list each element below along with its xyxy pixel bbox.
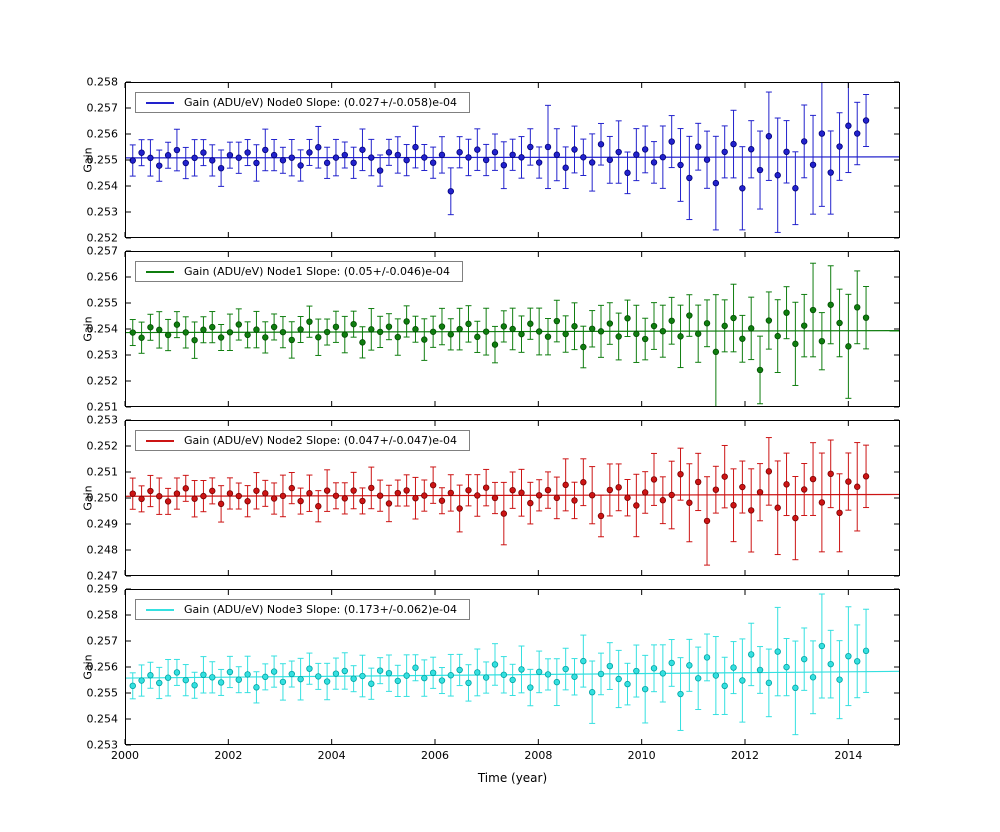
panel-node1: 0.251 0.252 0.253 0.254 0.255 0.256 0.257 Gain… bbox=[0, 245, 1000, 414]
error-bars bbox=[129, 437, 870, 566]
y-tick-label: 0.259 bbox=[87, 583, 119, 596]
legend-node2: Gain (ADU/eV) Node2 Slope: (0.047+/-0.04… bbox=[135, 430, 471, 451]
y-tick-label: 0.253 bbox=[87, 414, 119, 427]
panel-node0: 0.252 0.253 0.254 0.255 0.256 0.257 0.258 Gain… bbox=[0, 76, 1000, 245]
data-layer bbox=[125, 262, 900, 407]
y-tick-label: 0.254 bbox=[87, 323, 119, 336]
y-tick-label: 0.257 bbox=[87, 102, 119, 115]
axis-ticks bbox=[124, 250, 899, 408]
plot-area-node3: 0.253 0.254 0.255 0.256 0.257 0.258 0.259 bbox=[87, 583, 900, 752]
plot-area-node2: 0.247 0.248 0.249 0.250 0.251 0.252 0.253 bbox=[87, 414, 900, 583]
y-tick-label: 0.256 bbox=[87, 128, 119, 141]
data-points bbox=[129, 301, 870, 374]
data-layer bbox=[125, 82, 900, 233]
y-tick-label: 0.255 bbox=[87, 297, 119, 310]
legend-label-node2: Gain (ADU/eV) Node2 Slope: (0.047+/-0.04… bbox=[184, 434, 458, 447]
legend-label-node1: Gain (ADU/eV) Node1 Slope: (0.05+/-0.046… bbox=[184, 265, 451, 278]
legend-node3: Gain (ADU/eV) Node3 Slope: (0.173+/-0.06… bbox=[135, 599, 471, 620]
y-axis-label-node3: Gain bbox=[81, 654, 95, 680]
x-tick-label: 2000 bbox=[111, 749, 139, 762]
axes-border bbox=[125, 420, 900, 576]
y-tick-label: 0.248 bbox=[87, 544, 119, 557]
legend-label-node0: Gain (ADU/eV) Node0 Slope: (0.027+/-0.05… bbox=[184, 96, 458, 109]
y-tick-label: 0.255 bbox=[87, 687, 119, 700]
legend-line-sample-node0 bbox=[146, 101, 174, 104]
y-tick-label: 0.253 bbox=[87, 739, 119, 752]
y-tick-label: 0.257 bbox=[87, 635, 119, 648]
legend-line-sample-node3 bbox=[146, 608, 174, 611]
data-points bbox=[129, 468, 870, 525]
x-tick-label: 2008 bbox=[524, 749, 553, 762]
y-tick-label: 0.251 bbox=[87, 466, 119, 479]
panel-node3: 0.253 0.254 0.255 0.256 0.257 0.258 0.259 Gain… bbox=[0, 583, 1000, 752]
plot-area-node0: 0.252 0.253 0.254 0.255 0.256 0.257 0.258 bbox=[87, 76, 900, 245]
x-tick-label: 2002 bbox=[214, 749, 243, 762]
y-tick-label: 0.252 bbox=[87, 375, 119, 388]
x-tick-label: 2006 bbox=[421, 749, 449, 762]
data-points bbox=[129, 642, 870, 698]
plot-area-node1: 0.251 0.252 0.253 0.254 0.255 0.256 0.257 bbox=[87, 245, 900, 414]
x-axis-title: Time (year) bbox=[477, 771, 548, 785]
y-tick-label: 0.256 bbox=[87, 271, 119, 284]
y-tick-labels: 0.253 0.254 0.255 0.256 0.257 0.258 0.259 bbox=[87, 583, 119, 752]
y-tick-labels: 0.247 0.248 0.249 0.250 0.251 0.252 0.253 bbox=[87, 414, 119, 583]
y-axis-label-node0: Gain bbox=[81, 147, 95, 173]
panel-node2: 0.247 0.248 0.249 0.250 0.251 0.252 0.253 Gain… bbox=[0, 414, 1000, 583]
axis-ticks bbox=[124, 81, 899, 239]
error-bars bbox=[129, 82, 870, 233]
y-tick-label: 0.258 bbox=[87, 76, 119, 89]
y-tick-label: 0.249 bbox=[87, 518, 119, 531]
y-axis-label-node1: Gain bbox=[81, 316, 95, 342]
y-tick-label: 0.254 bbox=[87, 180, 119, 193]
legend-node0: Gain (ADU/eV) Node0 Slope: (0.027+/-0.05… bbox=[135, 92, 471, 113]
legend-line-sample-node1 bbox=[146, 270, 174, 273]
legend-node1: Gain (ADU/eV) Node1 Slope: (0.05+/-0.046… bbox=[135, 261, 464, 282]
data-layer bbox=[125, 437, 900, 566]
y-axis-label-node2: Gain bbox=[81, 485, 95, 511]
error-bars bbox=[129, 262, 870, 407]
x-tick-labels: 2000 2002 2004 2006 2008 2010 2012 2014 bbox=[0, 749, 1000, 765]
axes-border bbox=[125, 251, 900, 407]
y-tick-label: 0.250 bbox=[87, 492, 119, 505]
y-tick-label: 0.247 bbox=[87, 570, 119, 583]
data-points bbox=[129, 117, 870, 195]
y-tick-labels: 0.251 0.252 0.253 0.254 0.255 0.256 0.257 bbox=[87, 245, 119, 414]
x-tick-label: 2010 bbox=[627, 749, 656, 762]
x-tick-label: 2004 bbox=[317, 749, 346, 762]
y-tick-label: 0.258 bbox=[87, 609, 119, 622]
axes-border bbox=[125, 82, 900, 238]
axis-ticks bbox=[124, 588, 899, 746]
x-tick-label: 2012 bbox=[731, 749, 759, 762]
y-tick-label: 0.253 bbox=[87, 349, 119, 362]
y-tick-label: 0.253 bbox=[87, 206, 119, 219]
data-layer bbox=[125, 593, 900, 736]
y-tick-label: 0.257 bbox=[87, 245, 119, 258]
legend-label-node3: Gain (ADU/eV) Node3 Slope: (0.173+/-0.06… bbox=[184, 603, 458, 616]
y-tick-label: 0.254 bbox=[87, 713, 119, 726]
axis-ticks bbox=[124, 419, 899, 577]
y-tick-label: 0.252 bbox=[87, 232, 119, 245]
axes-border bbox=[125, 589, 900, 745]
y-tick-label: 0.252 bbox=[87, 440, 119, 453]
y-tick-label: 0.251 bbox=[87, 401, 119, 414]
y-tick-labels: 0.252 0.253 0.254 0.255 0.256 0.257 0.258 bbox=[87, 76, 119, 245]
x-tick-label: 2014 bbox=[834, 749, 863, 762]
legend-line-sample-node2 bbox=[146, 439, 174, 442]
y-tick-label: 0.256 bbox=[87, 661, 119, 674]
y-tick-label: 0.255 bbox=[87, 154, 119, 167]
